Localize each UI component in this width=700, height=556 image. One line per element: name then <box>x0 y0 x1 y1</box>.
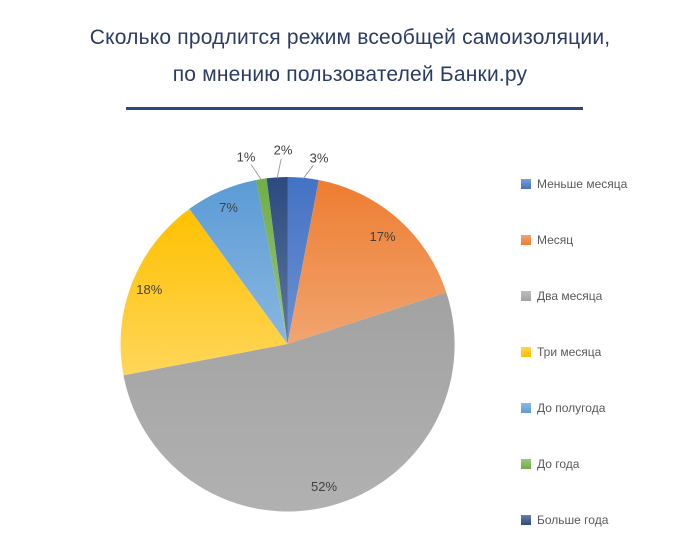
pie-slice-1 <box>287 177 319 344</box>
legend-swatch-icon <box>521 515 531 525</box>
legend-swatch-icon <box>521 459 531 469</box>
slice-label-6: 1% <box>237 150 256 165</box>
slice-label-7: 2% <box>274 143 293 158</box>
pie-slice-4 <box>120 208 288 376</box>
legend-label: Три месяца <box>537 345 602 359</box>
legend-swatch-icon <box>521 291 531 301</box>
chart-title-line-1: Сколько продлится режим всеобщей самоизо… <box>89 26 611 49</box>
legend-item-7: Больше года <box>521 513 627 527</box>
legend-item-5: До полугода <box>521 401 627 415</box>
legend-label: До года <box>537 457 580 471</box>
pie-slice-6 <box>256 178 288 344</box>
pie-slice-2 <box>287 180 447 344</box>
slice-label-5: 7% <box>219 200 238 215</box>
legend-item-6: До года <box>521 457 627 471</box>
title-underline <box>126 107 583 110</box>
pie-slice-5 <box>189 180 288 344</box>
legend-swatch-icon <box>521 235 531 245</box>
pie-slice-3 <box>123 292 455 512</box>
slice-label-4: 18% <box>136 282 162 297</box>
legend-label: Меньше месяца <box>537 177 628 191</box>
legend: Меньше месяца Месяц Два месяца Три месяца До… <box>521 177 627 527</box>
chart-title-line-2: по мнению пользователей Банки.ру <box>172 63 528 86</box>
legend-item-2: Месяц <box>521 233 627 247</box>
slice-label-1: 3% <box>310 151 329 166</box>
legend-swatch-icon <box>521 347 531 357</box>
legend-label: Больше года <box>537 513 609 527</box>
legend-label: До полугода <box>537 401 606 415</box>
slice-label-2: 17% <box>369 229 395 244</box>
legend-item-4: Три месяца <box>521 345 627 359</box>
legend-swatch-icon <box>521 403 531 413</box>
chart-title: Сколько продлится режим всеобщей самоизо… <box>0 19 700 93</box>
legend-item-3: Два месяца <box>521 289 627 303</box>
leader-line-7 <box>276 158 282 179</box>
slice-label-3: 52% <box>311 479 337 494</box>
leader-line-1 <box>302 164 314 180</box>
legend-item-1: Меньше месяца <box>521 177 627 191</box>
leader-line-6 <box>250 164 262 181</box>
legend-label: Месяц <box>537 233 574 247</box>
legend-swatch-icon <box>521 179 531 189</box>
legend-label: Два месяца <box>537 289 603 303</box>
pie-slice-7 <box>266 176 288 344</box>
